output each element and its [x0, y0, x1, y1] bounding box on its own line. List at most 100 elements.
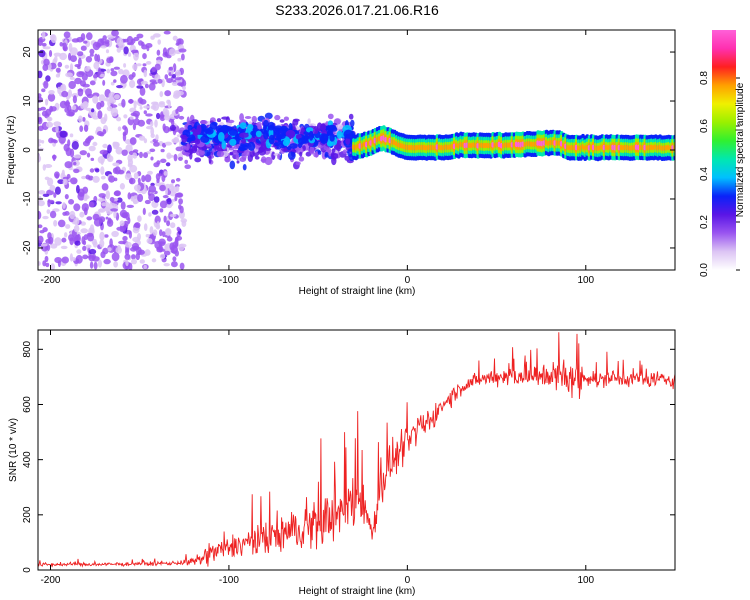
- spectrogram-cell: [71, 141, 79, 150]
- spectrogram-cell: [133, 52, 139, 61]
- spectrogram-cell: [227, 119, 235, 124]
- spectrogram-cell: [74, 64, 81, 68]
- spectrogram-cell: [235, 153, 240, 161]
- spectrogram-cell: [82, 117, 86, 122]
- spectrogram-cell: [38, 143, 41, 147]
- spectrogram-cell: [110, 104, 118, 108]
- spectrogram-y-tick-label: 0: [22, 147, 33, 153]
- spectrogram-cell: [64, 194, 69, 200]
- spectrogram-cell: [156, 221, 160, 229]
- spectrogram-cell: [243, 149, 251, 156]
- spectrogram-cell: [131, 242, 139, 250]
- spectrogram-cell: [111, 252, 120, 262]
- spectrogram-cell: [126, 42, 135, 46]
- spectrogram-cell: [62, 211, 67, 216]
- spectrogram-cell: [174, 77, 182, 81]
- spectrogram-cell: [107, 247, 112, 252]
- spectrogram-cell: [221, 140, 227, 150]
- spectrogram-cell: [291, 148, 296, 153]
- spectrogram-cell: [143, 223, 148, 232]
- spectrogram-cell: [69, 133, 74, 138]
- snr-y-tick-label: 0: [22, 567, 33, 573]
- spectrogram-cell: [57, 179, 65, 185]
- spectrogram-cell: [122, 132, 127, 142]
- spectrogram-cell: [148, 82, 156, 91]
- spectrogram-cell: [171, 119, 175, 126]
- spectrogram-cell: [106, 68, 111, 74]
- spectrogram-cell: [138, 135, 146, 141]
- spectrogram-cell: [160, 158, 167, 163]
- spectrogram-cell: [152, 229, 158, 236]
- spectrogram-cell: [62, 176, 69, 180]
- spectrogram-cell: [130, 49, 139, 54]
- spectrogram-cell: [92, 115, 99, 120]
- spectrogram-cell: [97, 131, 104, 136]
- spectrogram-x-tick-label: -100: [219, 275, 239, 286]
- spectrogram-cell: [244, 116, 252, 119]
- spectrogram-cell: [158, 102, 166, 108]
- spectrogram-cell: [113, 66, 121, 70]
- colorbar-tick-label: 0.6: [699, 119, 710, 133]
- colorbar-tick-label: 0.2: [699, 215, 710, 229]
- spectrogram-cell: [129, 79, 136, 89]
- spectrogram-cell: [73, 217, 80, 226]
- spectrogram-cell: [175, 185, 180, 193]
- spectrogram-cell: [44, 164, 53, 168]
- spectrogram-cell: [55, 125, 59, 133]
- spectrogram-cell: [329, 133, 335, 142]
- spectrogram-cell: [137, 193, 144, 203]
- spectrogram-cell: [50, 263, 56, 270]
- spectrogram-cell: [90, 108, 95, 113]
- spectrogram-cell: [176, 105, 184, 113]
- spectrogram-cell: [139, 106, 143, 110]
- spectrogram-cell: [92, 41, 101, 51]
- spectrogram-cell: [163, 250, 171, 256]
- spectrogram-cell: [331, 126, 338, 132]
- spectrogram-cell: [43, 46, 51, 50]
- spectrogram-cell: [73, 203, 81, 212]
- spectrogram-y-tick-label: -20: [22, 240, 33, 255]
- spectrogram-cell: [73, 154, 82, 159]
- spectrogram-cell: [97, 110, 103, 119]
- spectrogram-cell: [145, 234, 150, 238]
- spectrogram-cell: [53, 220, 58, 227]
- spectrogram-cell: [116, 37, 124, 47]
- spectrogram-y-tick-label: 10: [22, 95, 33, 107]
- spectrogram-cell: [216, 118, 222, 123]
- spectrogram-cell: [99, 239, 105, 248]
- spectrogram-cell: [97, 259, 102, 268]
- spectrogram-cell: [63, 143, 70, 152]
- spectrogram-cell: [111, 230, 119, 238]
- spectrogram-cell: [127, 52, 132, 57]
- spectrogram-cell: [300, 127, 306, 137]
- spectrogram-cell: [115, 146, 123, 155]
- spectrogram-cell: [136, 33, 144, 39]
- spectrogram-cell: [144, 174, 152, 183]
- spectrogram-cell: [137, 233, 141, 241]
- spectrogram-cell: [150, 105, 157, 110]
- colorbar-gradient: [712, 30, 736, 270]
- spectrogram-cell: [79, 150, 88, 156]
- spectrogram-cell: [100, 175, 106, 180]
- spectrogram-cell: [127, 99, 134, 104]
- spectrogram-cell: [70, 54, 77, 63]
- spectrogram-cell: [153, 33, 161, 38]
- spectrogram-cell: [123, 46, 129, 55]
- spectrogram-cell: [194, 157, 202, 163]
- spectrogram-cell: [125, 144, 133, 153]
- spectrogram-cell: [327, 113, 334, 120]
- snr-y-axis: 0 200 400 600 800: [22, 341, 675, 573]
- spectrogram-cell: [64, 107, 70, 113]
- spectrogram-cell: [299, 151, 303, 157]
- spectrogram-cell: [137, 215, 142, 222]
- spectrogram-cell: [55, 67, 61, 73]
- spectrogram-cell: [149, 226, 154, 235]
- spectrogram-cell: [159, 253, 166, 260]
- spectrogram-cell: [229, 152, 234, 156]
- spectrogram-cell: [75, 254, 83, 264]
- snr-background: [38, 330, 675, 570]
- spectrogram-cell: [92, 241, 98, 248]
- spectrogram-cell: [100, 100, 105, 108]
- spectrogram-cell: [74, 240, 81, 246]
